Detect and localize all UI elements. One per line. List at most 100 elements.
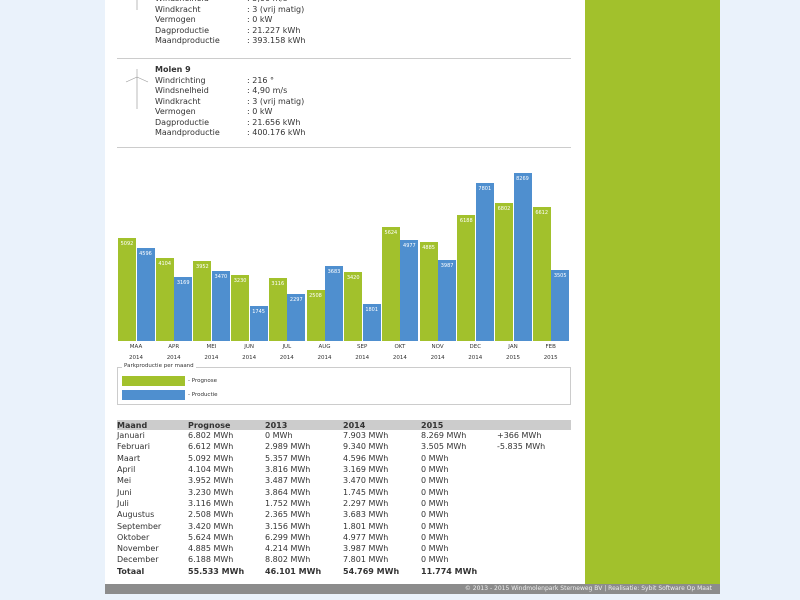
bar-productie: 8269 [513,173,532,341]
x-tick-month: AUG [318,344,331,350]
table-cell: Januari [117,431,145,441]
total-cell: 54.769 MWh [343,566,400,576]
bar-value-label: 3505 [553,272,567,279]
table-cell: 6.802 MWh [188,431,234,441]
table-cell: 3.487 MWh [265,476,311,486]
table-cell: 9.340 MWh [343,442,389,452]
column-header: Prognose [188,420,265,430]
bar-value-label: 6612 [535,209,549,216]
total-cell: 11.774 MWh [421,566,478,576]
table-row: Juli 3.116 MWh 1.752 MWh 2.297 MWh 0 MWh [117,498,571,509]
table-cell: 0 MWh [421,465,449,475]
bar-value-label: 3116 [271,280,285,287]
bar-productie: 4596 [136,247,155,341]
bar-prognose: 3420 [344,271,363,341]
molen-stat-row: Dagproductie: 21.656 kWh [117,118,572,129]
stat-label: Windkracht [155,4,201,14]
bar-prognose: 4885 [419,241,438,341]
stat-value: : 393.158 kWh [247,36,306,45]
bar-prognose: 3116 [268,277,287,341]
x-tick-year: 2015 [543,355,558,361]
table-row: December 6.188 MWh 8.802 MWh 7.801 MWh 0 MWh [117,554,571,565]
bar-productie: 1801 [362,304,381,341]
table-cell: 4.977 MWh [343,532,389,542]
stat-label: Maandproductie [155,36,220,45]
table-cell [497,520,571,531]
table-cell [497,475,571,486]
bar-value-label: 6188 [459,218,473,225]
bar-value-label: 6802 [497,205,511,212]
table-cell: 1.752 MWh [265,498,311,508]
bar-productie: 1745 [249,305,268,341]
table-cell: 5.357 MWh [265,453,311,463]
table-cell: 0 MWh [421,521,449,531]
table-cell: 6.612 MWh [188,442,234,452]
table-cell: Mei [117,476,132,486]
x-tick-month: MEI [206,344,217,350]
bar-value-label: 5624 [384,229,398,236]
total-cell [497,566,571,577]
stat-value: : 3 (vrij matig) [247,96,305,106]
table-cell: 2.297 MWh [343,498,389,508]
table-cell: 2.989 MWh [265,442,311,452]
production-table: Maand Prognose 2013 2014 2015 Januari 6.802 MW… [117,420,571,577]
legend-label-prognose: - Prognose [188,378,218,384]
molen-stat-row: Windkracht : 3 (vrij matig) [117,97,572,108]
bar-value-label: 1745 [252,308,265,315]
table-cell: 4.596 MWh [343,453,389,463]
stat-label: Vermogen [155,107,196,116]
table-cell: 3.230 MWh [188,487,234,497]
bar-productie: 3505 [551,269,570,341]
bar-value-label: 3470 [214,273,228,280]
x-tick-year: 2014 [430,355,445,361]
x-tick-year: 2014 [355,355,370,361]
bar-productie: 3169 [174,276,193,341]
bar-value-label: 3683 [327,269,341,276]
table-cell: 0 MWh [421,532,449,542]
table-cell: 3.505 MWh [421,442,467,452]
x-tick-year: 2014 [317,355,332,361]
molen-stat-row: Maandproductie : 393.158 kWh [117,36,572,47]
molen-stat-row: Maandproductie: 400.176 kWh [117,128,572,139]
bar-value-label: 3952 [196,263,209,270]
main-content: Windsnelheid: 5,00 m/s Windkracht: 3 (vri… [105,0,585,584]
stat-value: : 5,00 m/s [247,0,287,5]
stat-value: : 216 ° [247,75,275,85]
bar-prognose: 3952 [193,260,212,341]
table-cell: 6.299 MWh [265,532,311,542]
table-cell: -5.835 MWh [497,442,546,452]
x-tick-month: JAN [508,344,518,350]
stat-value: : 0 kW [247,107,273,116]
legend-title: Parkproductie per maand [122,363,196,369]
molen-stat-row: Windsnelheid: 4,90 m/s [117,86,572,97]
x-tick-month: OKT [394,344,406,350]
stat-label: Vermogen [155,15,196,24]
table-cell: 3.116 MWh [188,498,234,508]
bar-productie: 3470 [211,270,230,341]
table-cell [497,554,571,565]
bar-productie: 7801 [475,182,494,341]
table-cell: 0 MWh [421,555,449,565]
column-header: 2014 [343,420,421,430]
table-row: Februari 6.612 MWh 2.989 MWh 9.340 MWh 3.505… [117,441,571,452]
stat-value: : 21.227 kWh [247,25,301,35]
table-row: Oktober 5.624 MWh 6.299 MWh 4.977 MWh 0 MWh [117,532,571,543]
table-cell: 3.864 MWh [265,487,311,497]
table-row: Juni 3.230 MWh 3.864 MWh 1.745 MWh 0 MWh [117,486,571,497]
molen-stat-row: Windkracht: 3 (vrij matig) [117,5,572,16]
bar-productie: 4977 [400,239,419,341]
column-header [497,420,571,430]
chart-legend: Parkproductie per maand - Prognose - Pro… [117,363,571,405]
total-cell: 55.533 MWh [188,566,245,576]
stat-label: Windkracht [155,96,201,106]
table-cell: 8.269 MWh [421,431,467,441]
table-cell: 8.802 MWh [265,555,311,565]
stat-label: Dagproductie [155,117,210,127]
bar-prognose: 4104 [155,257,174,341]
molen-stat-row: Vermogen: 0 kW [117,15,572,26]
table-cell: Augustus [117,510,155,520]
stat-value: : 400.176 kWh [247,128,306,137]
table-cell: 2.508 MWh [188,510,234,520]
x-tick-year: 2014 [279,355,294,361]
bar-value-label: 2297 [289,297,303,304]
